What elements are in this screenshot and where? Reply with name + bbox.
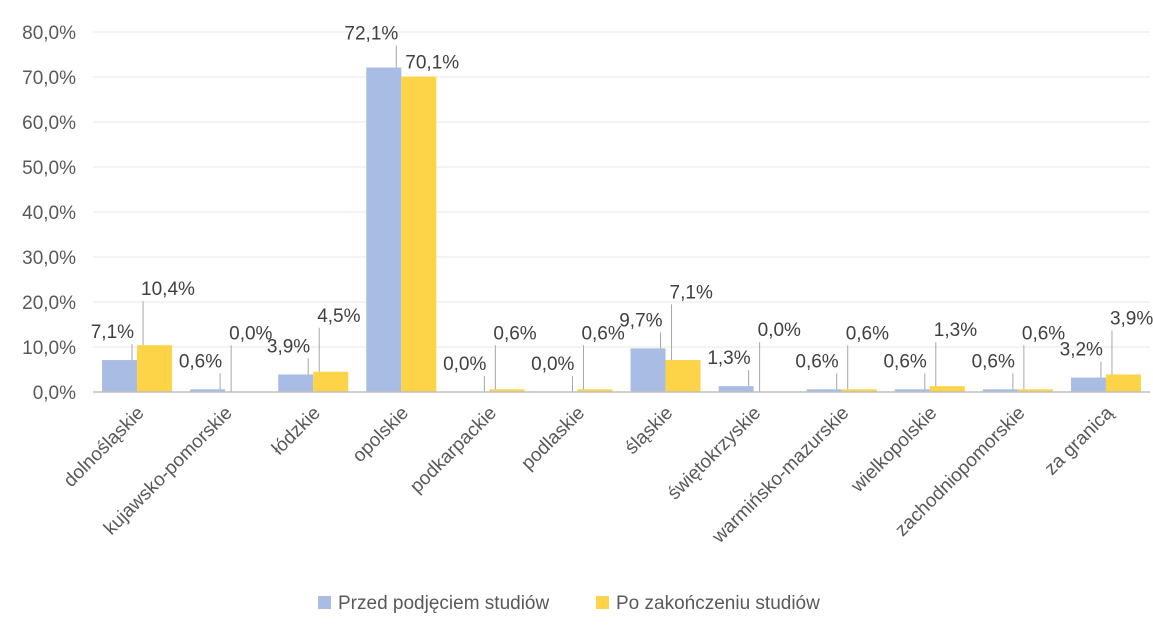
data-label: 0,0% <box>443 354 486 375</box>
data-label: 0,0% <box>229 323 272 344</box>
bars <box>102 67 1141 393</box>
y-tick-label: 20,0% <box>22 293 76 314</box>
x-tick-label: za granicą <box>1041 402 1118 479</box>
data-labels: 7,1%10,4%0,6%0,0%3,9%4,5%72,1%70,1%0,0%0… <box>91 24 1153 375</box>
x-tick-label: wielkopolskie <box>847 403 942 498</box>
bar <box>718 386 754 392</box>
bar <box>1070 377 1106 392</box>
leader-lines <box>131 45 1113 392</box>
data-label: 1,3% <box>707 348 750 369</box>
x-tick-label: podkarpackie <box>406 403 501 498</box>
data-label: 0,0% <box>531 354 574 375</box>
bar <box>982 389 1018 392</box>
bar <box>806 389 842 392</box>
data-label: 10,4% <box>141 279 195 300</box>
data-label: 0,6% <box>1022 323 1065 344</box>
bar <box>366 67 402 393</box>
data-label: 0,6% <box>972 351 1015 372</box>
x-tick-label: świętokrzyskie <box>664 403 765 504</box>
bar <box>102 360 138 392</box>
y-tick-label: 30,0% <box>22 248 76 269</box>
data-label: 7,1% <box>670 282 713 303</box>
data-label: 3,9% <box>1110 308 1153 329</box>
y-tick-label: 70,0% <box>22 68 76 89</box>
bar <box>894 389 930 392</box>
legend-swatch <box>318 596 331 609</box>
bar <box>137 345 173 392</box>
data-label: 0,6% <box>581 323 624 344</box>
bar <box>1105 374 1141 392</box>
bar <box>630 348 666 392</box>
bar <box>929 386 965 392</box>
data-label: 7,1% <box>91 322 134 343</box>
x-tick-label: opolskie <box>349 403 413 467</box>
data-label: 70,1% <box>405 53 459 74</box>
x-tick-label: śląskie <box>621 403 677 459</box>
data-label: 9,7% <box>619 310 662 331</box>
legend-swatch <box>596 596 609 609</box>
data-label: 1,3% <box>934 320 977 341</box>
bar <box>401 76 437 393</box>
bar <box>841 389 877 392</box>
data-label: 72,1% <box>344 24 398 45</box>
bar <box>313 371 349 392</box>
data-label: 0,6% <box>795 351 838 372</box>
legend: Przed podjęciem studiów Po zakończeniu st… <box>318 593 820 614</box>
grid-lines <box>93 31 1150 348</box>
data-label: 3,2% <box>1060 340 1103 361</box>
y-tick-label: 80,0% <box>22 23 76 44</box>
bar <box>577 389 613 392</box>
data-label: 3,9% <box>267 336 310 357</box>
y-tick-label: 40,0% <box>22 203 76 224</box>
data-label: 0,6% <box>179 351 222 372</box>
data-label: 0,6% <box>846 323 889 344</box>
x-tick-label: łódzkie <box>268 403 325 460</box>
y-axis: 0,0% 10,0% 20,0% 30,0% 40,0% 50,0% 60,0% 70,0% 8… <box>22 23 76 404</box>
bar <box>489 389 525 392</box>
data-label: 4,5% <box>317 306 360 327</box>
y-tick-label: 60,0% <box>22 113 76 134</box>
y-tick-label: 0,0% <box>33 383 76 404</box>
x-tick-label: podlaskie <box>517 403 589 475</box>
bar <box>190 389 226 392</box>
x-tick-label: dolnośląskie <box>60 403 149 492</box>
data-label: 0,0% <box>758 320 801 341</box>
bar <box>665 360 701 392</box>
data-label: 0,6% <box>883 351 926 372</box>
bar <box>278 374 314 392</box>
y-tick-label: 50,0% <box>22 158 76 179</box>
legend-label: Przed podjęciem studiów <box>338 593 549 614</box>
y-tick-label: 10,0% <box>22 338 76 359</box>
legend-label: Po zakończeniu studiów <box>616 593 820 614</box>
bar <box>1017 389 1053 392</box>
data-label: 0,6% <box>493 323 536 344</box>
